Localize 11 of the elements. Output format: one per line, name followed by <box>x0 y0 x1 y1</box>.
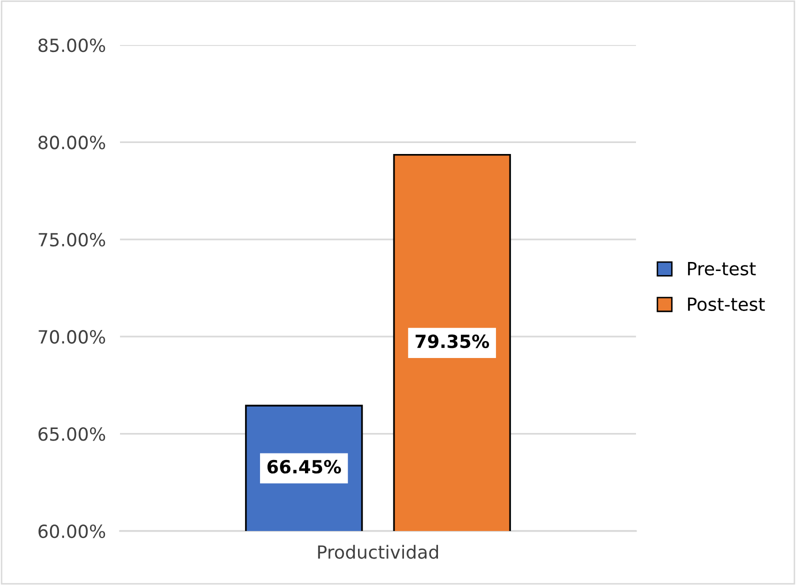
legend-label: Post-test <box>688 298 765 312</box>
y-tick-label: 75.00% <box>38 232 106 247</box>
y-tick-label: 65.00% <box>38 427 106 441</box>
y-tick-label: 85.00% <box>38 38 106 52</box>
y-tick-label: 80.00% <box>38 136 106 150</box>
y-tick-label: 70.00% <box>38 330 106 344</box>
legend-label: Pre-test <box>688 262 756 276</box>
x-tick-label: Productividad <box>318 544 438 559</box>
y-tick-label: 60.00% <box>38 524 106 538</box>
data-label: 79.35% <box>416 334 490 348</box>
data-label: 66.45% <box>267 460 341 474</box>
